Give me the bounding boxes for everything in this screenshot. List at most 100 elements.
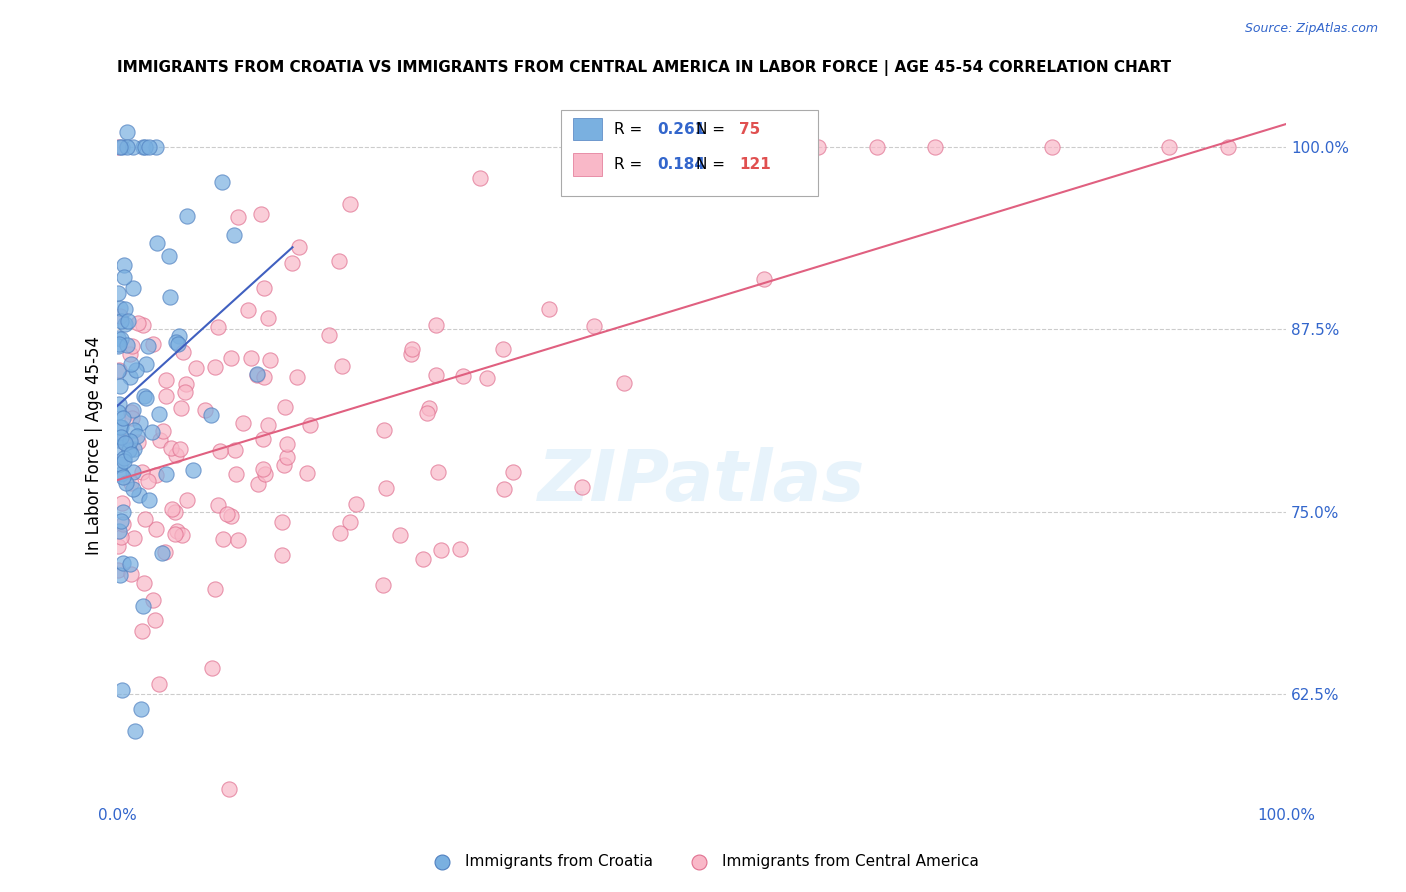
Point: [107, 339, 129, 353]
Point: [571, 481, 593, 495]
Point: [253, 281, 276, 295]
Point: [111, 516, 134, 531]
Point: [252, 462, 274, 476]
Point: [145, 522, 167, 536]
Point: [924, 139, 946, 153]
Text: N =: N =: [696, 121, 730, 136]
Point: [117, 338, 139, 352]
Point: [226, 533, 249, 548]
Point: [145, 468, 167, 483]
Point: [127, 316, 149, 330]
Point: [219, 351, 242, 365]
Point: [120, 446, 142, 460]
Point: [115, 139, 138, 153]
Point: [107, 285, 129, 300]
Text: 75: 75: [740, 121, 761, 136]
Point: [166, 524, 188, 538]
Point: [150, 545, 173, 559]
Point: [418, 401, 440, 415]
Point: [475, 371, 498, 385]
Point: [295, 467, 318, 481]
Point: [389, 528, 412, 542]
FancyBboxPatch shape: [574, 118, 602, 140]
Point: [246, 476, 269, 491]
Point: [135, 357, 157, 371]
Point: [298, 417, 321, 432]
Point: [120, 567, 142, 582]
Point: [148, 407, 170, 421]
Point: [114, 302, 136, 317]
Point: [134, 389, 156, 403]
Point: [122, 482, 145, 496]
Y-axis label: In Labor Force | Age 45-54: In Labor Force | Age 45-54: [86, 336, 103, 556]
Point: [425, 318, 447, 332]
Point: [134, 511, 156, 525]
Point: [257, 417, 280, 432]
Point: [120, 404, 142, 418]
Point: [110, 430, 132, 444]
Point: [287, 240, 309, 254]
Point: [108, 309, 131, 323]
Point: [136, 338, 159, 352]
Point: [339, 196, 361, 211]
Point: [200, 409, 222, 423]
Point: [231, 416, 253, 430]
Point: [329, 525, 352, 540]
Point: [111, 469, 134, 483]
Point: [110, 434, 132, 449]
Point: [866, 139, 889, 153]
Point: [107, 563, 129, 577]
Point: [138, 139, 160, 153]
Point: [254, 467, 277, 481]
Point: [112, 450, 135, 465]
Point: [142, 337, 165, 351]
Point: [208, 443, 231, 458]
Point: [181, 463, 204, 477]
Point: [225, 467, 247, 482]
Point: [153, 544, 176, 558]
Point: [211, 175, 233, 189]
Point: [115, 125, 138, 139]
Point: [165, 505, 187, 519]
Point: [122, 442, 145, 456]
Point: [752, 272, 775, 286]
Point: [120, 475, 142, 490]
Point: [108, 301, 131, 315]
Point: [118, 558, 141, 572]
Point: [212, 533, 235, 547]
Point: [135, 391, 157, 405]
Point: [108, 420, 131, 434]
Point: [142, 593, 165, 607]
Point: [273, 401, 295, 415]
Point: [145, 139, 167, 153]
Point: [131, 624, 153, 639]
Point: [226, 210, 249, 224]
Point: [132, 139, 155, 153]
Point: [112, 556, 135, 570]
Point: [167, 328, 190, 343]
Point: [112, 454, 135, 468]
Point: [118, 347, 141, 361]
Point: [271, 549, 294, 563]
Point: [110, 457, 132, 471]
Point: [159, 441, 181, 455]
Point: [270, 515, 292, 529]
Point: [339, 516, 361, 530]
Text: R =: R =: [614, 157, 647, 172]
Point: [134, 139, 156, 153]
Point: [281, 256, 304, 270]
Point: [375, 482, 398, 496]
Point: [114, 435, 136, 450]
Point: [122, 465, 145, 479]
Point: [425, 368, 447, 382]
Point: [537, 301, 560, 316]
Point: [108, 524, 131, 539]
Point: [330, 359, 353, 373]
Point: [129, 702, 152, 716]
Point: [108, 567, 131, 582]
Point: [429, 543, 451, 558]
Point: [157, 249, 180, 263]
Point: [108, 397, 131, 411]
Point: [107, 364, 129, 378]
Point: [138, 493, 160, 508]
